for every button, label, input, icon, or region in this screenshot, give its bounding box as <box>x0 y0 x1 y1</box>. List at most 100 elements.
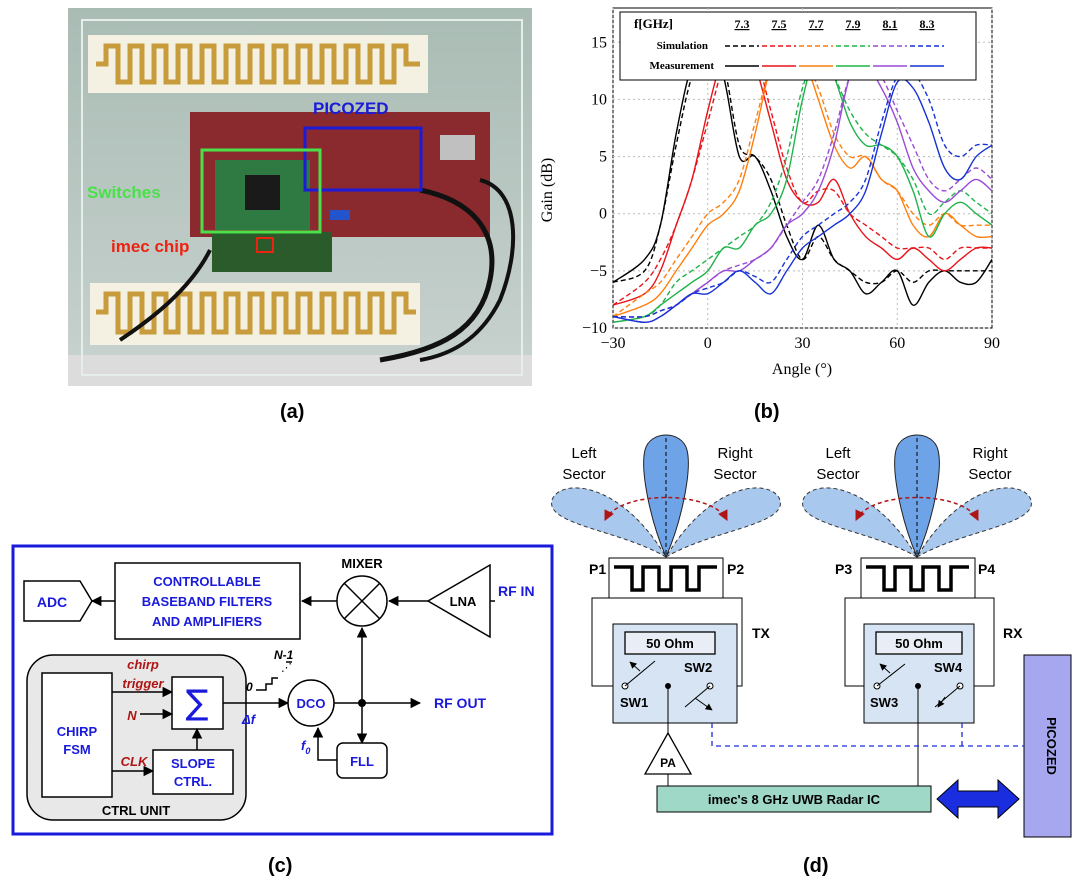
legend-sim-label: Simulation <box>657 40 708 52</box>
radar-ic-block <box>656 785 932 813</box>
cable-2 <box>419 178 516 362</box>
rx-right-sector-2: Sector <box>968 466 1011 483</box>
legend-freq-7.7: 7.7 <box>809 17 824 31</box>
chirp-fsm-label-1: CHIRP <box>57 724 98 739</box>
sw3-blade <box>876 663 906 687</box>
table-surface <box>68 355 532 386</box>
clk-label: CLK <box>121 754 149 769</box>
rx-meander <box>866 565 969 592</box>
sw2-blade <box>684 685 711 708</box>
photo-panel: PICOZED Switches imec chip <box>68 8 532 386</box>
series-8.3-measurement <box>613 78 992 323</box>
delta-f-label: Δf <box>241 712 257 727</box>
legend-freq-7.9: 7.9 <box>846 17 861 31</box>
y-tick-label: −10 <box>582 320 607 337</box>
legend-header: f[GHz] <box>634 16 673 31</box>
legend-box <box>619 11 977 81</box>
series-7.7-simulation <box>613 35 992 318</box>
radar-ic-label: imec's 8 GHz UWB Radar IC <box>708 792 881 807</box>
control-frame <box>11 544 554 836</box>
legend-meas-label: Measurement <box>649 60 714 72</box>
sw2-arrow <box>694 697 713 711</box>
p3-feed <box>844 597 874 687</box>
slope-ctrl-block <box>152 749 234 795</box>
adc-block <box>23 580 93 622</box>
y-tick-label: 10 <box>591 91 607 108</box>
rx-steer-arrow <box>855 496 979 521</box>
sum-symbol: ∑ <box>186 683 209 723</box>
legend-freq-7.3: 7.3 <box>735 17 750 31</box>
acrylic-sheet <box>81 19 523 376</box>
dco-label: DCO <box>297 696 326 711</box>
p4-label: P4 <box>978 561 995 577</box>
caption-b: (b) <box>754 401 780 423</box>
sw3-arrow <box>879 663 891 674</box>
staircase-dots: ⋰ <box>281 662 292 674</box>
staircase-symbol <box>256 677 278 691</box>
cable-1 <box>379 187 495 363</box>
zero-label: 0 <box>246 680 253 694</box>
rx-50ohm <box>875 631 963 655</box>
caption-d: (d) <box>803 855 829 877</box>
sw4-arrow <box>937 696 946 708</box>
tx-right-lobe <box>665 487 781 558</box>
fll-label: FLL <box>350 754 374 769</box>
p3-label: P3 <box>835 561 852 577</box>
rx-beam-pattern: Left Sector Right Sector <box>802 434 1032 559</box>
p4-feed <box>962 597 995 687</box>
tx-right-sector-1: Right <box>717 445 753 462</box>
ctrl-unit-label: CTRL UNIT <box>102 803 170 818</box>
slope-label-1: SLOPE <box>171 756 215 771</box>
y-axis-label: Gain (dB) <box>539 158 556 222</box>
p1-feed <box>591 597 622 687</box>
gain-chart: f[GHz] 7.3 7.5 7.7 7.9 8.1 8.3 Simulation Mea… <box>539 7 1000 378</box>
x-tick-label: 30 <box>795 335 811 352</box>
sum-block <box>171 676 224 730</box>
data-link-arrow <box>936 778 1020 820</box>
rx-50ohm-label: 50 Ohm <box>895 636 943 651</box>
tx-left-sector-1: Left <box>571 445 597 462</box>
sw3-label: SW3 <box>870 695 898 710</box>
y-tick-label: 0 <box>599 206 607 223</box>
mixer-cross-2 <box>343 582 381 620</box>
sw4-label: SW4 <box>934 660 963 675</box>
cable-3 <box>118 249 212 342</box>
arrow-fll-dco <box>312 726 337 761</box>
chirp-label: chirp <box>127 657 159 672</box>
control-line-tx <box>711 723 1024 747</box>
p2-label: P2 <box>727 561 744 577</box>
switch-chip <box>245 175 280 210</box>
tx-beam-pattern: Left Sector Right Sector <box>551 434 781 559</box>
x-tick-label: −30 <box>600 335 625 352</box>
rx-right-lobe <box>916 487 1032 558</box>
system-diagram: Left Sector Right Sector Left Sector Rig… <box>551 434 1072 838</box>
tx-left-sector-2: Sector <box>562 466 605 483</box>
picozed-block-label: PICOZED <box>1044 717 1059 775</box>
sw1-label: SW1 <box>620 695 648 710</box>
control-diagram: ADC CONTROLLABLE BASEBAND FILTERS AND AM… <box>11 544 554 836</box>
legend-freq-8.1: 8.1 <box>883 17 898 31</box>
legend-freq-7.5: 7.5 <box>772 17 787 31</box>
rx-left-sector-2: Sector <box>816 466 859 483</box>
rf-out-label: RF OUT <box>434 695 487 711</box>
tx-left-lobe <box>551 487 667 558</box>
series-7.3-simulation <box>613 51 992 285</box>
x-tick-label: 60 <box>889 335 905 352</box>
p1-label: P1 <box>589 561 606 577</box>
tx-right-sector-2: Sector <box>713 466 756 483</box>
rx-right-sector-1: Right <box>972 445 1008 462</box>
lna-label: LNA <box>450 594 477 609</box>
top-antenna-trace <box>96 43 420 85</box>
n-label: N <box>127 708 137 723</box>
picozed-block <box>1023 654 1072 838</box>
bottom-antenna-trace <box>96 291 416 335</box>
tx-meander <box>614 565 717 592</box>
caption-c: (c) <box>268 855 292 877</box>
y-tick-label: 15 <box>591 34 607 51</box>
x-axis-label: Angle (°) <box>772 361 832 378</box>
rf-in-label: RF IN <box>498 583 535 599</box>
y-tick-label: −5 <box>590 263 607 280</box>
trigger-label: trigger <box>122 676 164 691</box>
connector <box>440 135 475 160</box>
